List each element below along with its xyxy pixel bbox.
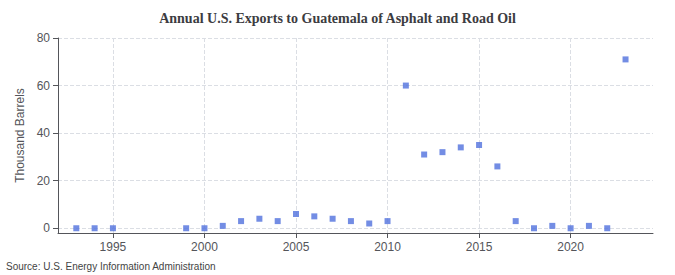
svg-text:80: 80	[37, 31, 51, 45]
svg-text:2010: 2010	[374, 240, 401, 254]
svg-text:2000: 2000	[191, 240, 218, 254]
svg-text:2020: 2020	[557, 240, 584, 254]
svg-text:60: 60	[37, 79, 51, 93]
svg-text:20: 20	[37, 174, 51, 188]
svg-text:2005: 2005	[283, 240, 310, 254]
svg-text:2015: 2015	[466, 240, 493, 254]
svg-text:Thousand Barrels: Thousand Barrels	[13, 88, 27, 183]
svg-text:Annual U.S. Exports to Guatema: Annual U.S. Exports to Guatemala of Asph…	[159, 11, 516, 26]
svg-text:40: 40	[37, 126, 51, 140]
svg-text:1995: 1995	[100, 240, 127, 254]
svg-text:Source: U.S. Energy Informatio: Source: U.S. Energy Information Administ…	[6, 261, 216, 272]
svg-text:0: 0	[43, 221, 50, 235]
